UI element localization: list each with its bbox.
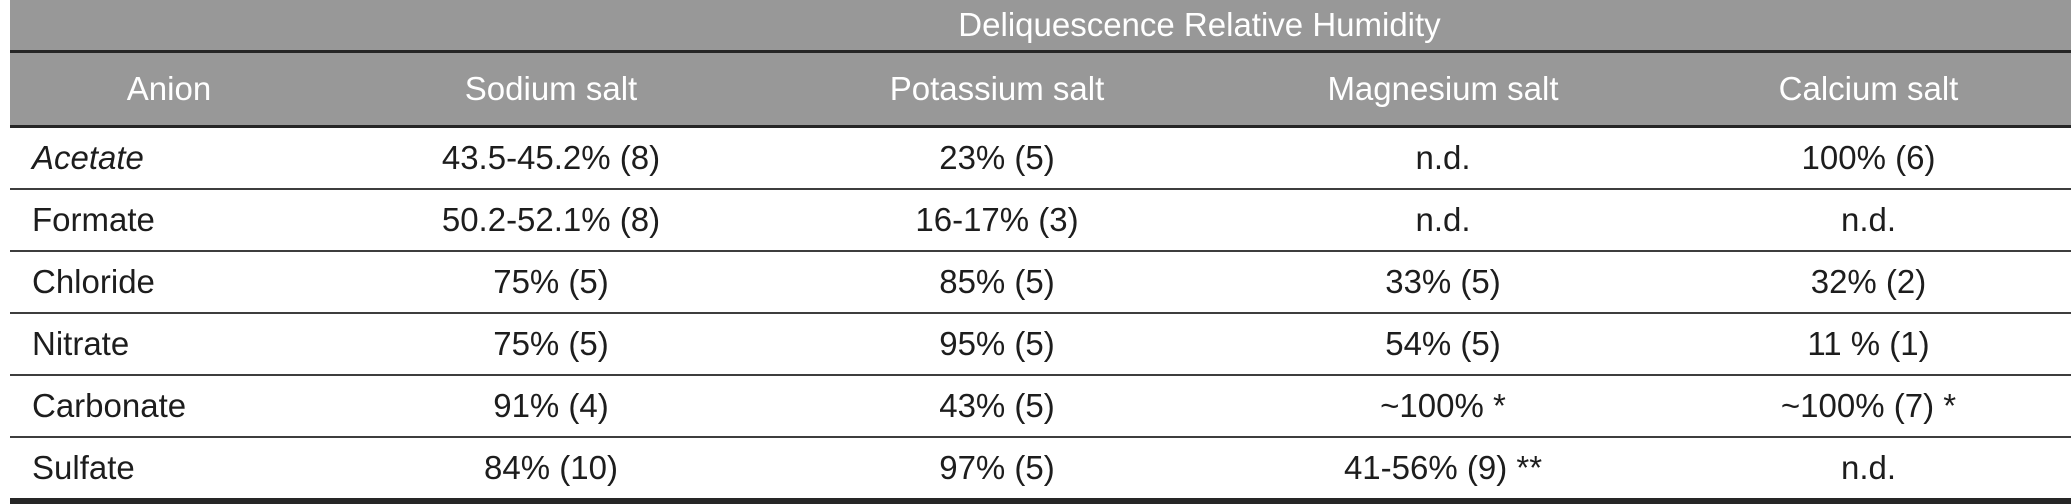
cell-formate-sodium-salt: 50.2-52.1% (8)	[441, 201, 661, 238]
drh-table: Deliquescence Relative Humidity Anion So…	[10, 0, 2071, 504]
table-title-row: Deliquescence Relative Humidity	[10, 0, 2071, 53]
column-header-magnesium: Magnesium salt	[1327, 70, 1559, 107]
cell-nitrate-calcium-salt: 11 % (1)	[1807, 325, 1930, 362]
table-row-sulfate: Sulfate 84% (10) 97% (5) 41-56% (9) ** n…	[10, 438, 2071, 504]
cell-formate-calcium-salt: n.d.	[1840, 201, 1897, 238]
cell-sulfate-potassium-salt: 97% (5)	[939, 449, 1055, 486]
cell-chloride-magnesium-salt: 33% (5)	[1385, 263, 1501, 300]
table-row-chloride: Chloride 75% (5) 85% (5) 33% (5) 32% (2)	[10, 252, 2071, 314]
table-title: Deliquescence Relative Humidity	[958, 6, 1441, 43]
cell-chloride-calcium-salt: 32% (2)	[1810, 263, 1927, 300]
cell-sulfate-magnesium-salt: 41-56% (9) **	[1343, 449, 1543, 486]
table-row-acetate: Acetate 43.5-45.2% (8) 23% (5) n.d. 100%…	[10, 128, 2071, 190]
row-label-carbonate: Carbonate	[32, 387, 187, 424]
cell-nitrate-sodium-salt: 75% (5)	[493, 325, 609, 362]
cell-carbonate-potassium-salt: 43% (5)	[939, 387, 1055, 424]
row-label-acetate: Acetate	[32, 139, 144, 176]
cell-carbonate-sodium-salt: 91% (4)	[493, 387, 609, 424]
row-label-nitrate: Nitrate	[32, 325, 130, 362]
cell-acetate-calcium-salt: 100% (6)	[1801, 139, 1936, 176]
table-header-row: Anion Sodium salt Potassium salt Magnesi…	[10, 53, 2071, 128]
cell-carbonate-calcium-salt: ~100% (7) *	[1780, 387, 1957, 424]
cell-chloride-potassium-salt: 85% (5)	[939, 263, 1055, 300]
cell-acetate-potassium-salt: 23% (5)	[939, 139, 1055, 176]
cell-sulfate-calcium-salt: n.d.	[1840, 449, 1897, 486]
cell-carbonate-magnesium-salt: ~100% *	[1380, 387, 1506, 424]
cell-nitrate-magnesium-salt: 54% (5)	[1385, 325, 1501, 362]
column-header-calcium: Calcium salt	[1778, 70, 1959, 107]
column-header-anion: Anion	[126, 70, 212, 107]
row-label-sulfate: Sulfate	[32, 449, 135, 486]
table-row-nitrate: Nitrate 75% (5) 95% (5) 54% (5) 11 % (1)	[10, 314, 2071, 376]
cell-formate-potassium-salt: 16-17% (3)	[915, 201, 1079, 238]
cell-sulfate-sodium-salt: 84% (10)	[484, 449, 618, 486]
cell-acetate-magnesium-salt: n.d.	[1415, 139, 1471, 176]
table-row-formate: Formate 50.2-52.1% (8) 16-17% (3) n.d. n…	[10, 190, 2071, 252]
cell-nitrate-potassium-salt: 95% (5)	[939, 325, 1055, 362]
column-header-potassium: Potassium salt	[889, 70, 1105, 107]
row-label-chloride: Chloride	[32, 263, 155, 300]
column-header-sodium: Sodium salt	[464, 70, 638, 107]
cell-acetate-sodium-salt: 43.5-45.2% (8)	[441, 139, 661, 176]
cell-formate-magnesium-salt: n.d.	[1415, 201, 1471, 238]
cell-chloride-sodium-salt: 75% (5)	[493, 263, 609, 300]
table-row-carbonate: Carbonate 91% (4) 43% (5) ~100% * ~100% …	[10, 376, 2071, 438]
row-label-formate: Formate	[32, 201, 155, 238]
